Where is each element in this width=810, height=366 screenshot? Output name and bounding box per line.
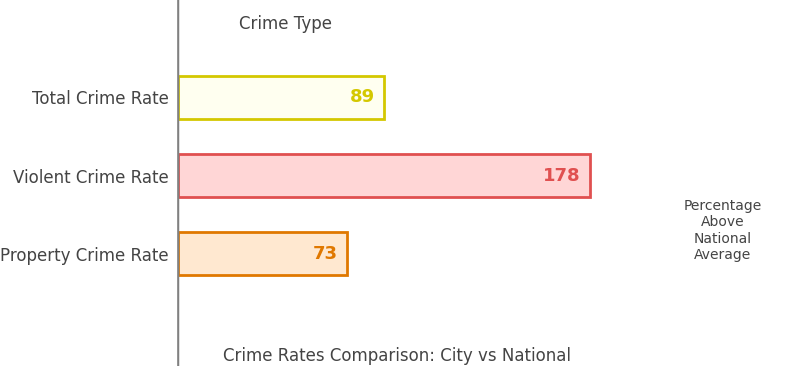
Bar bbox=[178, 232, 347, 276]
Text: 89: 89 bbox=[350, 89, 375, 107]
Text: 178: 178 bbox=[544, 167, 581, 185]
Bar bbox=[178, 76, 384, 119]
Text: Crime Rates Comparison: City vs National
Average: Crime Rates Comparison: City vs National… bbox=[223, 347, 571, 366]
Text: 73: 73 bbox=[313, 245, 338, 263]
Bar bbox=[178, 154, 590, 197]
Text: Percentage
Above
National
Average: Percentage Above National Average bbox=[684, 199, 762, 262]
Text: Crime Type: Crime Type bbox=[239, 15, 331, 33]
